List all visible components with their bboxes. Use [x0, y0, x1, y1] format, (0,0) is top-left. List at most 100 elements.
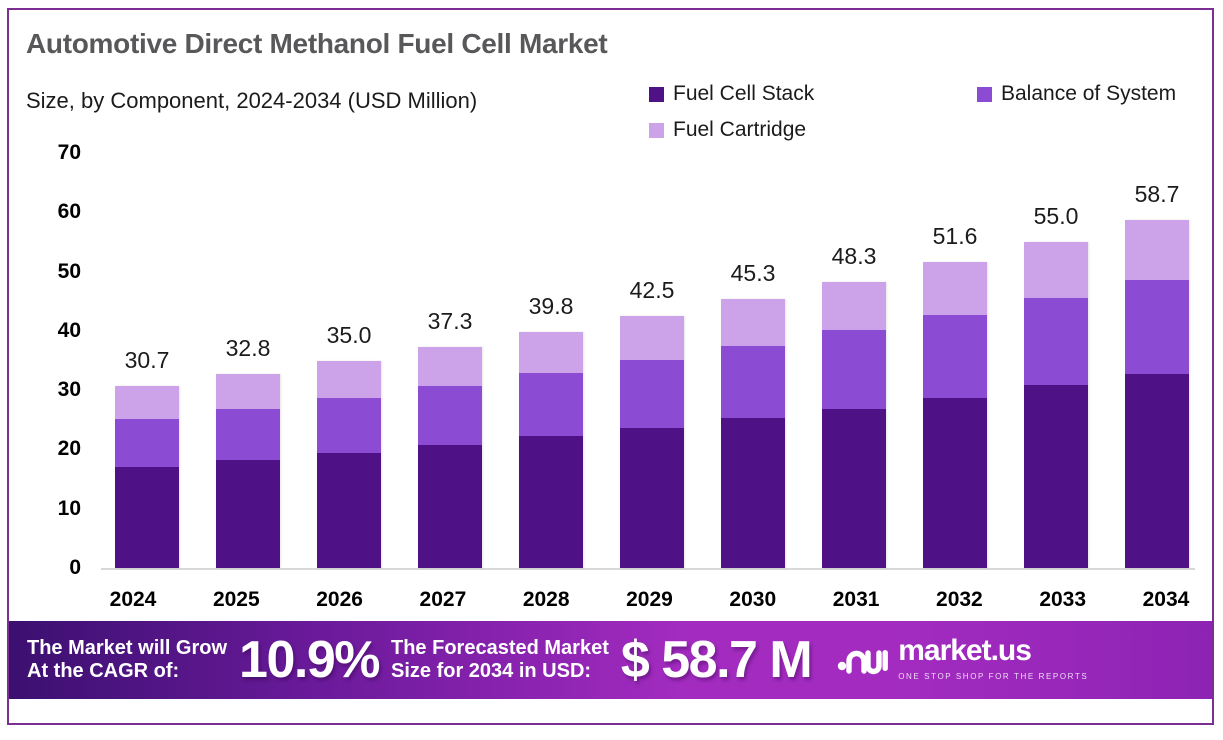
bar-group[interactable]: 32.8	[212, 135, 284, 568]
cagr-value: 10.9%	[239, 631, 380, 689]
bar-segment[interactable]	[822, 281, 886, 331]
x-axis-tick: 2034	[1142, 588, 1190, 611]
chart-plot-area: 0 10 20 30 40 50 60 70 30.7 32.8 35.0 37.3 39.8 42.5…	[23, 135, 1203, 580]
chart-subtitle: Size, by Component, 2024-2034 (USD Milli…	[26, 88, 478, 113]
bars-container: 30.7 32.8 35.0 37.3 39.8 42.5 45.3 48.3 51.6 55.0…	[111, 135, 1193, 568]
bar-segment[interactable]	[620, 316, 684, 360]
page-title: Automotive Direct Methanol Fuel Cell Mar…	[26, 28, 608, 59]
y-axis-tick: 20	[57, 437, 81, 461]
bar-segment[interactable]	[317, 360, 381, 398]
cagr-label: The Market will Grow At the CAGR of:	[27, 637, 227, 683]
bar-total-label: 51.6	[932, 223, 978, 250]
bar-segment[interactable]	[115, 418, 179, 467]
bar-group[interactable]: 37.3	[414, 135, 486, 568]
y-axis-tick: 70	[57, 141, 81, 164]
bar-segment[interactable]	[923, 262, 987, 316]
bar-segment[interactable]	[519, 436, 583, 568]
x-axis-tick: 2028	[522, 588, 570, 611]
legend-item-fuel-cartridge[interactable]: Fuel Cartridge	[649, 118, 806, 142]
bar-segment[interactable]	[1125, 374, 1189, 568]
x-axis-labels: 2024 2025 2026 2027 2028 2029 2030 2031 2032 2033…	[97, 588, 1202, 612]
bar-segment[interactable]	[418, 444, 482, 568]
bar-segment[interactable]	[519, 332, 583, 373]
x-axis-tick: 2024	[109, 588, 157, 611]
bar-total-label: 45.3	[730, 260, 776, 287]
y-axis-tick: 60	[57, 200, 81, 224]
bar-group[interactable]: 42.5	[616, 135, 688, 568]
bar-segment[interactable]	[620, 359, 684, 429]
bar-segment[interactable]	[317, 453, 381, 568]
x-axis-tick: 2026	[316, 588, 363, 611]
cagr-label-line2: At the CAGR of:	[27, 660, 180, 682]
bar-group[interactable]: 55.0	[1020, 135, 1092, 568]
legend-item-fuel-cell-stack[interactable]: Fuel Cell Stack	[649, 82, 949, 106]
bar-group[interactable]: 58.7	[1121, 135, 1193, 568]
market-us-monogram-icon	[837, 641, 889, 680]
bar-segment[interactable]	[216, 373, 280, 410]
bar-stack[interactable]	[923, 262, 987, 568]
x-axis-tick: 2030	[729, 588, 777, 611]
y-axis-tick: 30	[57, 378, 81, 402]
bar-segment[interactable]	[721, 418, 785, 568]
bar-stack[interactable]	[519, 332, 583, 568]
y-axis-tick: 0	[69, 556, 81, 579]
bar-segment[interactable]	[317, 397, 381, 453]
bar-segment[interactable]	[620, 428, 684, 568]
bar-segment[interactable]	[418, 386, 482, 445]
bar-stack[interactable]	[620, 316, 684, 568]
bar-group[interactable]: 51.6	[919, 135, 991, 568]
bar-segment[interactable]	[721, 299, 785, 346]
bar-stack[interactable]	[822, 281, 886, 568]
bar-total-label: 37.3	[427, 307, 473, 334]
bar-stack[interactable]	[1125, 220, 1189, 568]
bar-total-label: 48.3	[831, 242, 877, 269]
bar-segment[interactable]	[418, 346, 482, 386]
legend-label-fuel-cartridge: Fuel Cartridge	[673, 118, 807, 141]
x-axis-tick: 2032	[936, 588, 983, 611]
chart-card: Automotive Direct Methanol Fuel Cell Mar…	[7, 8, 1214, 725]
bar-stack[interactable]	[317, 360, 381, 568]
bar-segment[interactable]	[1024, 298, 1088, 386]
forecast-label-line2: Size for 2034 in USD:	[391, 660, 592, 682]
bar-stack[interactable]	[721, 299, 785, 568]
bar-stack[interactable]	[115, 386, 179, 568]
y-axis-tick: 10	[57, 496, 81, 520]
bar-segment[interactable]	[216, 460, 280, 568]
bar-segment[interactable]	[1024, 241, 1088, 299]
bar-segment[interactable]	[519, 372, 583, 437]
bar-segment[interactable]	[923, 315, 987, 399]
legend-item-balance-of-system[interactable]: Balance of System	[977, 82, 1176, 106]
market-us-logo[interactable]: market.us ONE STOP SHOP FOR THE REPORTS	[837, 636, 1212, 684]
bar-segment[interactable]	[115, 386, 179, 419]
legend-swatch-fuel-cartridge	[649, 122, 664, 138]
bar-stack[interactable]	[216, 373, 280, 568]
bar-stack[interactable]	[418, 346, 482, 568]
bar-segment[interactable]	[216, 409, 280, 461]
bar-group[interactable]: 35.0	[313, 135, 385, 568]
y-axis-tick: 40	[57, 318, 81, 342]
logo-wordmark: market.us ONE STOP SHOP FOR THE REPORTS	[898, 636, 1212, 684]
x-axis-line	[101, 568, 1195, 570]
forecast-label: The Forecasted Market Size for 2034 in U…	[391, 637, 609, 683]
bar-total-label: 32.8	[225, 334, 271, 361]
x-axis-tick: 2025	[212, 588, 260, 611]
bar-segment[interactable]	[1125, 220, 1189, 281]
bar-total-label: 30.7	[124, 347, 170, 373]
forecast-value: $ 58.7 M	[620, 631, 813, 689]
bar-segment[interactable]	[923, 398, 987, 568]
bar-segment[interactable]	[1024, 385, 1088, 568]
summary-banner: The Market will Grow At the CAGR of: 10.…	[9, 621, 1212, 699]
bar-group[interactable]: 39.8	[515, 135, 587, 568]
logo-name: market.us	[898, 634, 1032, 667]
bar-group[interactable]: 48.3	[818, 135, 890, 568]
bar-group[interactable]: 30.7	[111, 135, 183, 568]
bar-segment[interactable]	[822, 330, 886, 409]
logo-tagline: ONE STOP SHOP FOR THE REPORTS	[898, 672, 1089, 681]
bar-segment[interactable]	[822, 408, 886, 568]
bar-segment[interactable]	[1125, 280, 1189, 375]
chart-legend: Fuel Cell Stack Balance of System Fuel C…	[649, 82, 1209, 154]
bar-segment[interactable]	[115, 466, 179, 568]
bar-group[interactable]: 45.3	[717, 135, 789, 568]
bar-segment[interactable]	[721, 345, 785, 419]
bar-stack[interactable]	[1024, 241, 1088, 568]
